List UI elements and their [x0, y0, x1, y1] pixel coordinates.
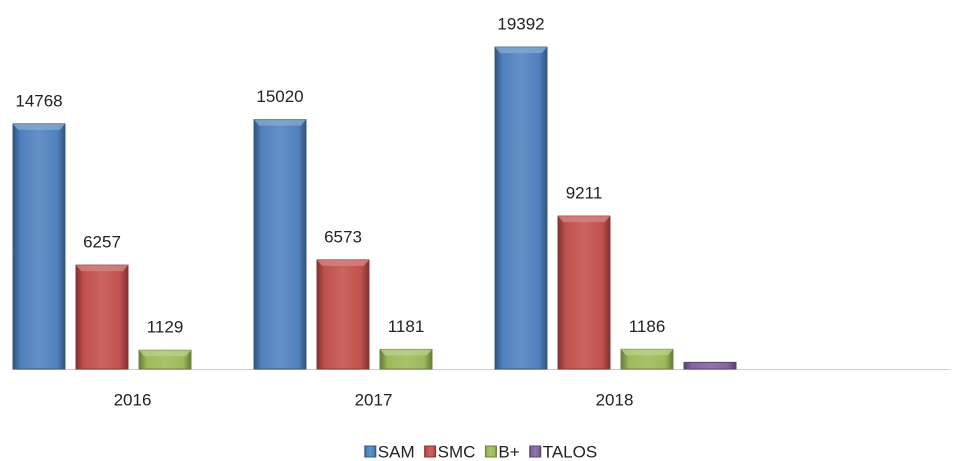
- bar: [316, 259, 370, 370]
- data-label: 14768: [15, 91, 62, 110]
- bar-bevel: [254, 119, 306, 126]
- data-label: 6573: [324, 227, 362, 246]
- legend-label: SMC: [438, 442, 476, 461]
- legend: SAM SMC B+ TALOS: [364, 442, 597, 461]
- bar-bevel: [380, 349, 432, 356]
- x-tick-label: 2017: [355, 390, 393, 409]
- bar-bevel: [317, 259, 369, 266]
- bar: [494, 46, 548, 370]
- legend-label: B+: [498, 442, 519, 461]
- x-tick-label: 2018: [596, 390, 634, 409]
- x-tick-label: 2016: [114, 390, 152, 409]
- bar-bevel: [13, 123, 65, 130]
- bar-bevel: [495, 47, 547, 54]
- data-label: 1129: [147, 318, 184, 337]
- bar: [75, 264, 129, 370]
- legend-swatch: [484, 445, 497, 458]
- data-label: 1181: [388, 317, 425, 336]
- data-label: 9211: [566, 184, 603, 203]
- legend-swatch: [529, 445, 542, 458]
- data-label: 6257: [83, 233, 121, 252]
- bar: [683, 361, 737, 370]
- legend-swatch: [424, 445, 437, 458]
- data-label: 19392: [497, 15, 544, 34]
- bar-bevel: [621, 349, 673, 356]
- data-label: 1186: [629, 317, 666, 336]
- bar-bevel: [139, 350, 191, 357]
- legend-label: SAM: [378, 442, 415, 461]
- bar: [557, 215, 611, 370]
- bar-bevel: [558, 216, 610, 223]
- bar: [253, 119, 307, 370]
- bar: [12, 123, 66, 370]
- legend-label: TALOS: [543, 442, 597, 461]
- data-label: 15020: [256, 87, 303, 106]
- bar-bevel: [76, 265, 128, 272]
- legend-swatch: [364, 445, 377, 458]
